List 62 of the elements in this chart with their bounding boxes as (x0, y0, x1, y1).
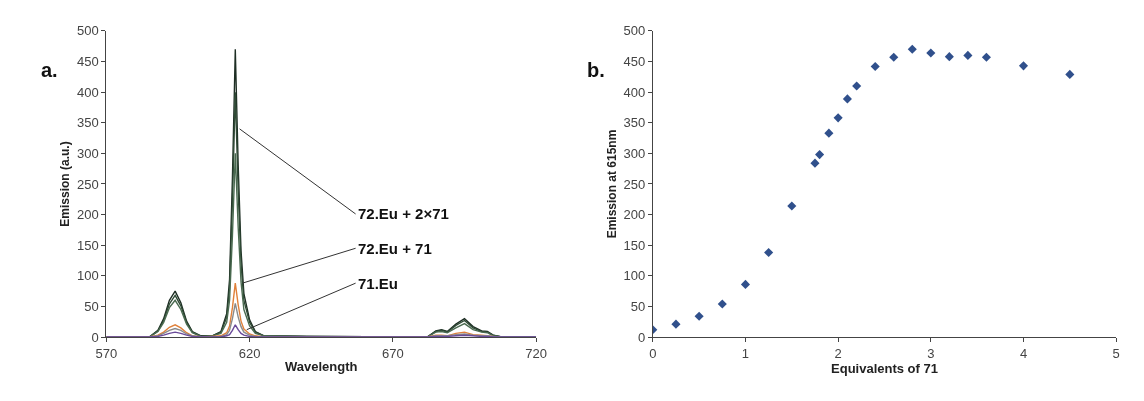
point (1018, 61, 1029, 71)
y-tick-label: 300 (77, 145, 99, 161)
point (740, 279, 751, 289)
x-tick-label: 720 (525, 345, 547, 361)
point (764, 247, 774, 258)
y-tick-label: 500 (77, 23, 99, 39)
x-tick-label: 570 (95, 345, 118, 361)
annotation: 71.Eu (358, 275, 399, 292)
y-tick-label: 450 (77, 54, 99, 70)
text: b. (587, 59, 605, 81)
y-axis-title: Emission (a.u.) (58, 141, 73, 227)
point (889, 52, 899, 62)
y-tick-label: 150 (623, 237, 646, 253)
y-tick-label: 50 (630, 298, 646, 314)
x-tick-label: 5 (1112, 345, 1120, 361)
y-tick-label: 400 (77, 84, 99, 100)
point (717, 299, 727, 309)
y-tick-label: 100 (77, 268, 99, 284)
point (1065, 69, 1075, 79)
point (907, 44, 917, 54)
y-tick-label: 250 (623, 176, 646, 192)
y-tick-label: 150 (77, 237, 99, 253)
y-axis-title: Emission at 615nm (604, 129, 619, 239)
x-axis-title: Equivalents of 71 (831, 360, 938, 376)
y-tick-label: 250 (77, 176, 99, 192)
point (671, 319, 681, 329)
y-tick-label: 200 (623, 207, 646, 223)
y-tick-label: 200 (77, 207, 99, 223)
point (842, 94, 852, 104)
y-tick-label: 0 (637, 329, 646, 345)
y-tick-label: 350 (77, 115, 99, 131)
y-tick-label: 500 (623, 23, 646, 39)
y-tick-label: 50 (84, 298, 99, 314)
point (870, 61, 880, 71)
point (833, 113, 843, 123)
x-tick-label: 4 (1019, 345, 1028, 361)
y-tick-label: 400 (623, 84, 646, 100)
point (787, 201, 797, 211)
x-tick-label: 0 (649, 345, 657, 361)
point (981, 52, 991, 62)
point (944, 52, 954, 62)
point (926, 48, 936, 58)
point (824, 128, 834, 138)
x-tick-label: 620 (238, 345, 261, 361)
point (815, 150, 825, 160)
x-tick-label: 670 (382, 345, 404, 361)
x-tick-label: 3 (927, 345, 935, 361)
x-tick-label: 1 (741, 345, 750, 361)
point (852, 81, 862, 91)
y-tick-label: 450 (623, 54, 646, 70)
y-tick-label: 0 (91, 329, 99, 345)
y-tick-label: 300 (623, 145, 646, 161)
annotation: 72.Eu + 2×71 (358, 205, 449, 222)
x-tick-label: 2 (834, 345, 842, 361)
y-tick-label: 100 (623, 268, 646, 284)
point (694, 311, 704, 321)
y-tick-label: 350 (623, 115, 646, 131)
point (810, 158, 820, 168)
text: a. (41, 59, 58, 81)
annotation: 72.Eu + 71 (358, 240, 432, 257)
x-axis-title: Wavelength (284, 359, 358, 375)
point (963, 50, 973, 60)
